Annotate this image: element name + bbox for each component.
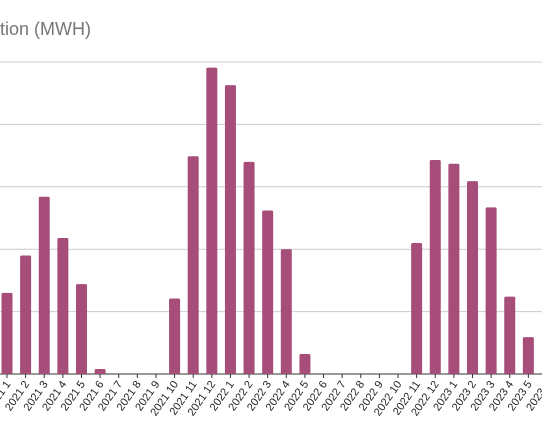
bar-2021-3 bbox=[38, 196, 50, 374]
bar-2022-5 bbox=[299, 354, 311, 374]
bar-2022-4 bbox=[280, 249, 292, 374]
bar-2023-1 bbox=[448, 163, 460, 374]
bar-2023-2 bbox=[467, 181, 478, 374]
bar-2021-2 bbox=[20, 255, 32, 374]
bar-2021-10 bbox=[169, 298, 181, 374]
bar-2021-11 bbox=[187, 156, 199, 374]
bar-2021-4 bbox=[57, 237, 69, 374]
bar-2022-3 bbox=[262, 210, 274, 374]
bar-2021-5 bbox=[75, 284, 87, 374]
bar-2022-2 bbox=[243, 161, 255, 374]
chart-title: tion (MWH) bbox=[0, 19, 91, 39]
bar-2023-5 bbox=[522, 337, 534, 374]
bar-2021-12 bbox=[206, 67, 218, 374]
bar-2021-1 bbox=[1, 292, 13, 374]
bar-2023-3 bbox=[485, 207, 497, 374]
bar-2022-1 bbox=[224, 85, 236, 374]
bar-2022-12 bbox=[429, 159, 441, 374]
bar-2021-6 bbox=[94, 369, 106, 374]
bar-2022-11 bbox=[411, 242, 423, 374]
bar-2023-4 bbox=[504, 296, 516, 374]
